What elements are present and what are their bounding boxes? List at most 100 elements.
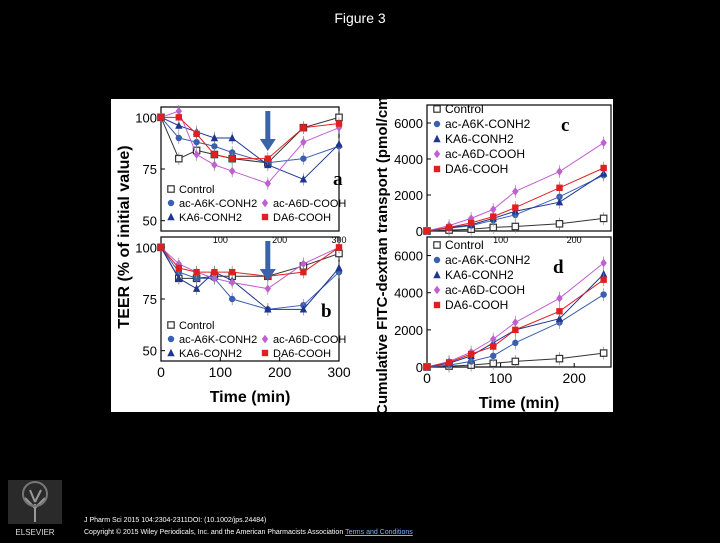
panel-d-xtick-label: 200 [563, 370, 587, 386]
panel-c-legend-marker [433, 165, 441, 173]
panel-b-point-ac_A6D [229, 278, 236, 287]
panel-a-legend-label: Control [179, 184, 214, 196]
panel-d-ytick-label: 6000 [394, 249, 423, 264]
teer-ylabel: TEER (% of initial value) [116, 145, 133, 328]
panel-d-point-control [599, 349, 608, 357]
panel-d-letter: d [553, 257, 564, 278]
copyright-line: Copyright © 2015 Wiley Periodicals, Inc.… [84, 527, 413, 539]
panel-d-point-ac_A6D [556, 294, 563, 303]
panel-a-ytick-label: 75 [143, 162, 157, 177]
panel-a-legend-marker [167, 212, 175, 221]
panel-c-letter: c [561, 115, 569, 136]
panel-c-point-ac_A6D [490, 205, 497, 214]
panel-d-point-DA6 [556, 308, 563, 315]
panel-d-point-DA6 [600, 276, 607, 283]
panel-d-point-DA6 [445, 359, 453, 366]
panel-a-legend-marker [261, 213, 269, 221]
panel-c-shared-tick-label: 200 [567, 235, 582, 245]
panel-b-point-KA6 [192, 284, 201, 292]
transport-xlabel: Time (min) [479, 395, 560, 412]
panel-a-point-DA6 [335, 120, 343, 127]
panel-b-line-KA6 [160, 247, 340, 310]
panel-d-legend-marker [433, 270, 441, 279]
panel-a-point-control [174, 154, 183, 163]
panel-a-shared-tick-label: 200 [272, 235, 287, 245]
panel-b-arrowhead-icon [259, 269, 276, 281]
panel-a-point-DA6 [211, 151, 218, 158]
panel-b-xtick-label: 0 [157, 364, 165, 380]
panel-b-ytick-label: 50 [143, 344, 157, 359]
panel-a-legend-label: ac-A6K-CONH2 [179, 198, 257, 210]
panel-b-point-ac_A6K [229, 295, 236, 303]
panel-b-letter: b [321, 301, 332, 322]
panel-a-line-KA6 [160, 116, 340, 180]
panel-c-shared-tick-label: 100 [493, 235, 508, 245]
panel-c-point-DA6 [423, 227, 431, 235]
panel-a-point-ac_A6K [300, 155, 307, 162]
panel-b-point-ac_A6D [264, 284, 271, 293]
panel-c-legend-label: KA6-CONH2 [445, 132, 514, 146]
panel-b-point-KA6 [299, 305, 308, 313]
panel-a-line-ac_A6K [160, 117, 340, 164]
panel-a-ytick-label: 100 [135, 110, 157, 125]
panel-b-xtick-label: 100 [209, 364, 233, 380]
panel-a-ytick-label: 50 [143, 214, 157, 229]
terms-link[interactable]: Terms and Conditions [345, 529, 413, 536]
panel-c-point-ac_A6D [512, 187, 519, 196]
panel-c-legend-label: ac-A6D-COOH [445, 147, 525, 161]
panel-d-point-control [511, 357, 520, 366]
panel-b-line-ac_A6D [160, 246, 340, 290]
panel-d-point-control [555, 354, 564, 363]
panel-c-point-DA6 [490, 213, 497, 220]
panel-a-arrowhead-icon [259, 139, 276, 151]
panel-c-legend-label: ac-A6K-CONH2 [445, 117, 531, 131]
panel-a-point-ac_A6D [211, 160, 218, 170]
panel-a-legend-marker [167, 199, 175, 207]
panel-a-point-DA6 [193, 130, 200, 138]
panel-b-point-DA6 [211, 268, 218, 276]
slide-title: Figure 3 [334, 10, 386, 26]
transport-ylabel: Cumulative FITC-dextran transport (pmol/… [374, 99, 391, 412]
panel-a-legend-label: KA6-CONH2 [179, 212, 242, 224]
panel-a-legend-marker [167, 185, 175, 193]
figure-panel: 50 75 100 100 200 300 a Control ac-A6K-CONH2 ac-A… [111, 99, 613, 412]
panel-d-point-ac_A6K [512, 339, 519, 347]
panel-b-point-DA6 [229, 268, 236, 276]
panel-a-point-KA6 [228, 133, 236, 142]
panel-d-ytick-label: 0 [416, 360, 423, 375]
teer-xlabel: Time (min) [210, 389, 291, 406]
panel-c-legend-marker [433, 120, 441, 128]
panel-b-line-DA6 [160, 246, 340, 277]
panel-c-legend-label: Control [445, 102, 484, 116]
panel-a-legend-label: ac-A6D-COOH [273, 198, 346, 210]
panel-a-point-ac_A6K [211, 143, 218, 150]
panel-c-point-control [511, 222, 520, 231]
panel-d-point-DA6 [490, 343, 497, 350]
panel-b-point-KA6 [175, 274, 183, 282]
panel-d-point-DA6 [512, 326, 519, 334]
panel-a-point-DA6 [264, 155, 271, 162]
panel-b-xtick-label: 300 [327, 364, 351, 380]
panel-a-point-ac_A6K [175, 134, 182, 142]
panel-d-xtick-label: 0 [423, 370, 431, 386]
panel-d-point-ac_A6K [600, 291, 607, 298]
panel-a-point-DA6 [175, 114, 182, 121]
panel-d-legend-marker [433, 301, 441, 309]
panel-a-point-ac_A6D [229, 166, 236, 176]
panel-d-point-ac_A6K [490, 352, 497, 360]
logo-text: ELSEVIER [15, 528, 54, 537]
panel-d-legend-marker [433, 256, 441, 264]
panel-b-legend-marker [167, 321, 175, 329]
panel-c-legend-marker [433, 149, 441, 159]
panel-b-legend-marker [167, 348, 175, 357]
panel-d-legend-marker [433, 285, 441, 295]
panel-c-ytick-label: 4000 [394, 152, 423, 167]
panel-d-ytick-label: 2000 [394, 323, 423, 338]
panel-b-legend-label: ac-A6D-COOH [273, 334, 346, 346]
panel-d-ytick-label: 4000 [394, 286, 423, 301]
panel-a-point-ac_A6D [264, 179, 271, 188]
panel-a-point-KA6 [299, 175, 308, 183]
panel-c-ytick-label: 2000 [394, 188, 423, 203]
panel-c-point-DA6 [600, 164, 607, 172]
panel-a-point-KA6 [175, 121, 183, 129]
